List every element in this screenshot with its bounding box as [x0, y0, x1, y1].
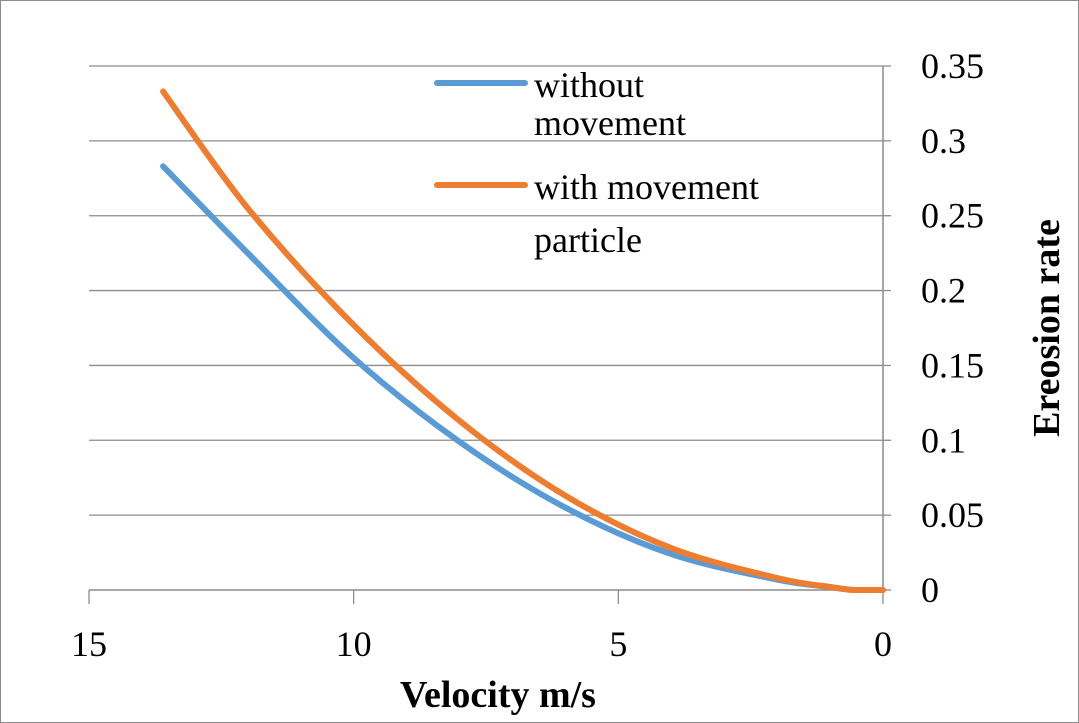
legend-label-1: without	[534, 65, 644, 105]
x-tick-label: 5	[609, 624, 627, 664]
y-tick-label: 0	[921, 570, 939, 610]
legend-label-2: with movement	[534, 167, 759, 207]
legend-label-2: particle	[534, 220, 642, 260]
x-axis-title: Velocity m/s	[400, 674, 596, 716]
y-tick-label: 0.05	[921, 495, 984, 535]
series-line-1	[160, 163, 886, 594]
axes	[88, 65, 891, 604]
y-tick-label: 0.15	[921, 345, 984, 385]
y-tick-label: 0.35	[921, 46, 984, 86]
tick-labels: 0 0.05 0.1 0.15 0.2 0.25 0.3 0.35 15 10 5 0	[71, 46, 984, 664]
series-lines	[160, 88, 886, 594]
x-tick-label: 15	[71, 624, 107, 664]
grid-lines	[89, 65, 883, 516]
series-line-2	[160, 88, 886, 594]
legend-label-1: movement	[534, 103, 686, 143]
y-axis-title: Ereosion rate	[1026, 219, 1068, 437]
y-tick-label: 0.2	[921, 271, 966, 311]
y-tick-label: 0.3	[921, 121, 966, 161]
y-tick-label: 0.1	[921, 420, 966, 460]
x-tick-label: 10	[336, 624, 372, 664]
x-tick-label: 0	[874, 624, 892, 664]
y-tick-label: 0.25	[921, 196, 984, 236]
